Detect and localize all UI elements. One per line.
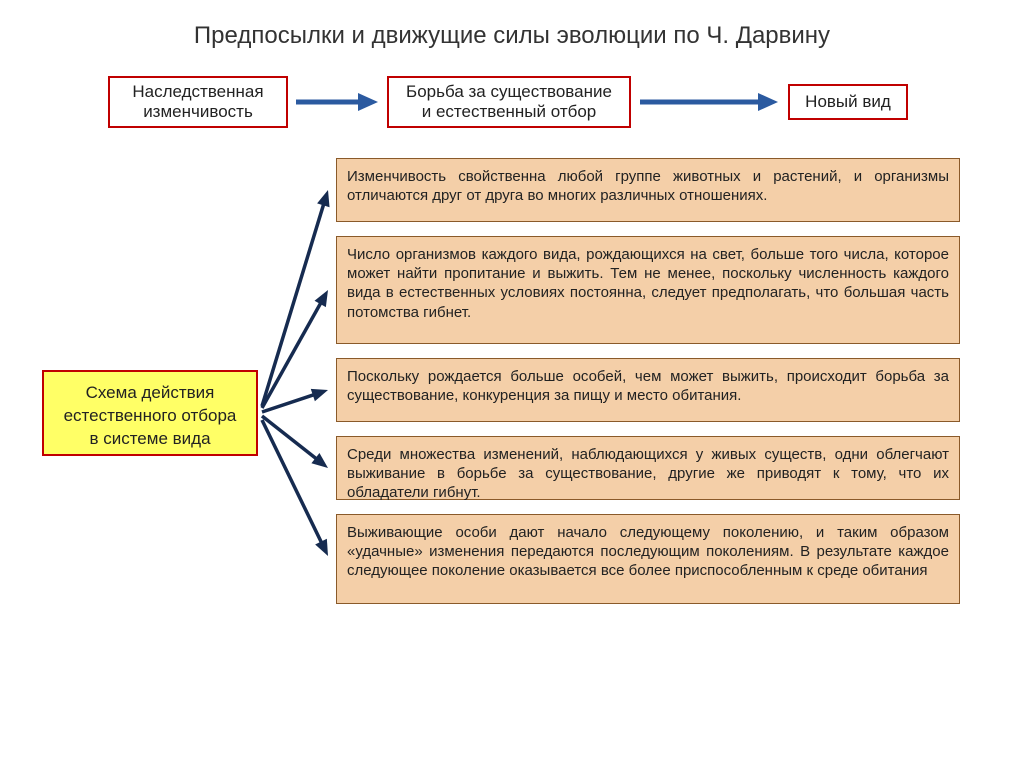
arrows-layer [0,0,1024,767]
